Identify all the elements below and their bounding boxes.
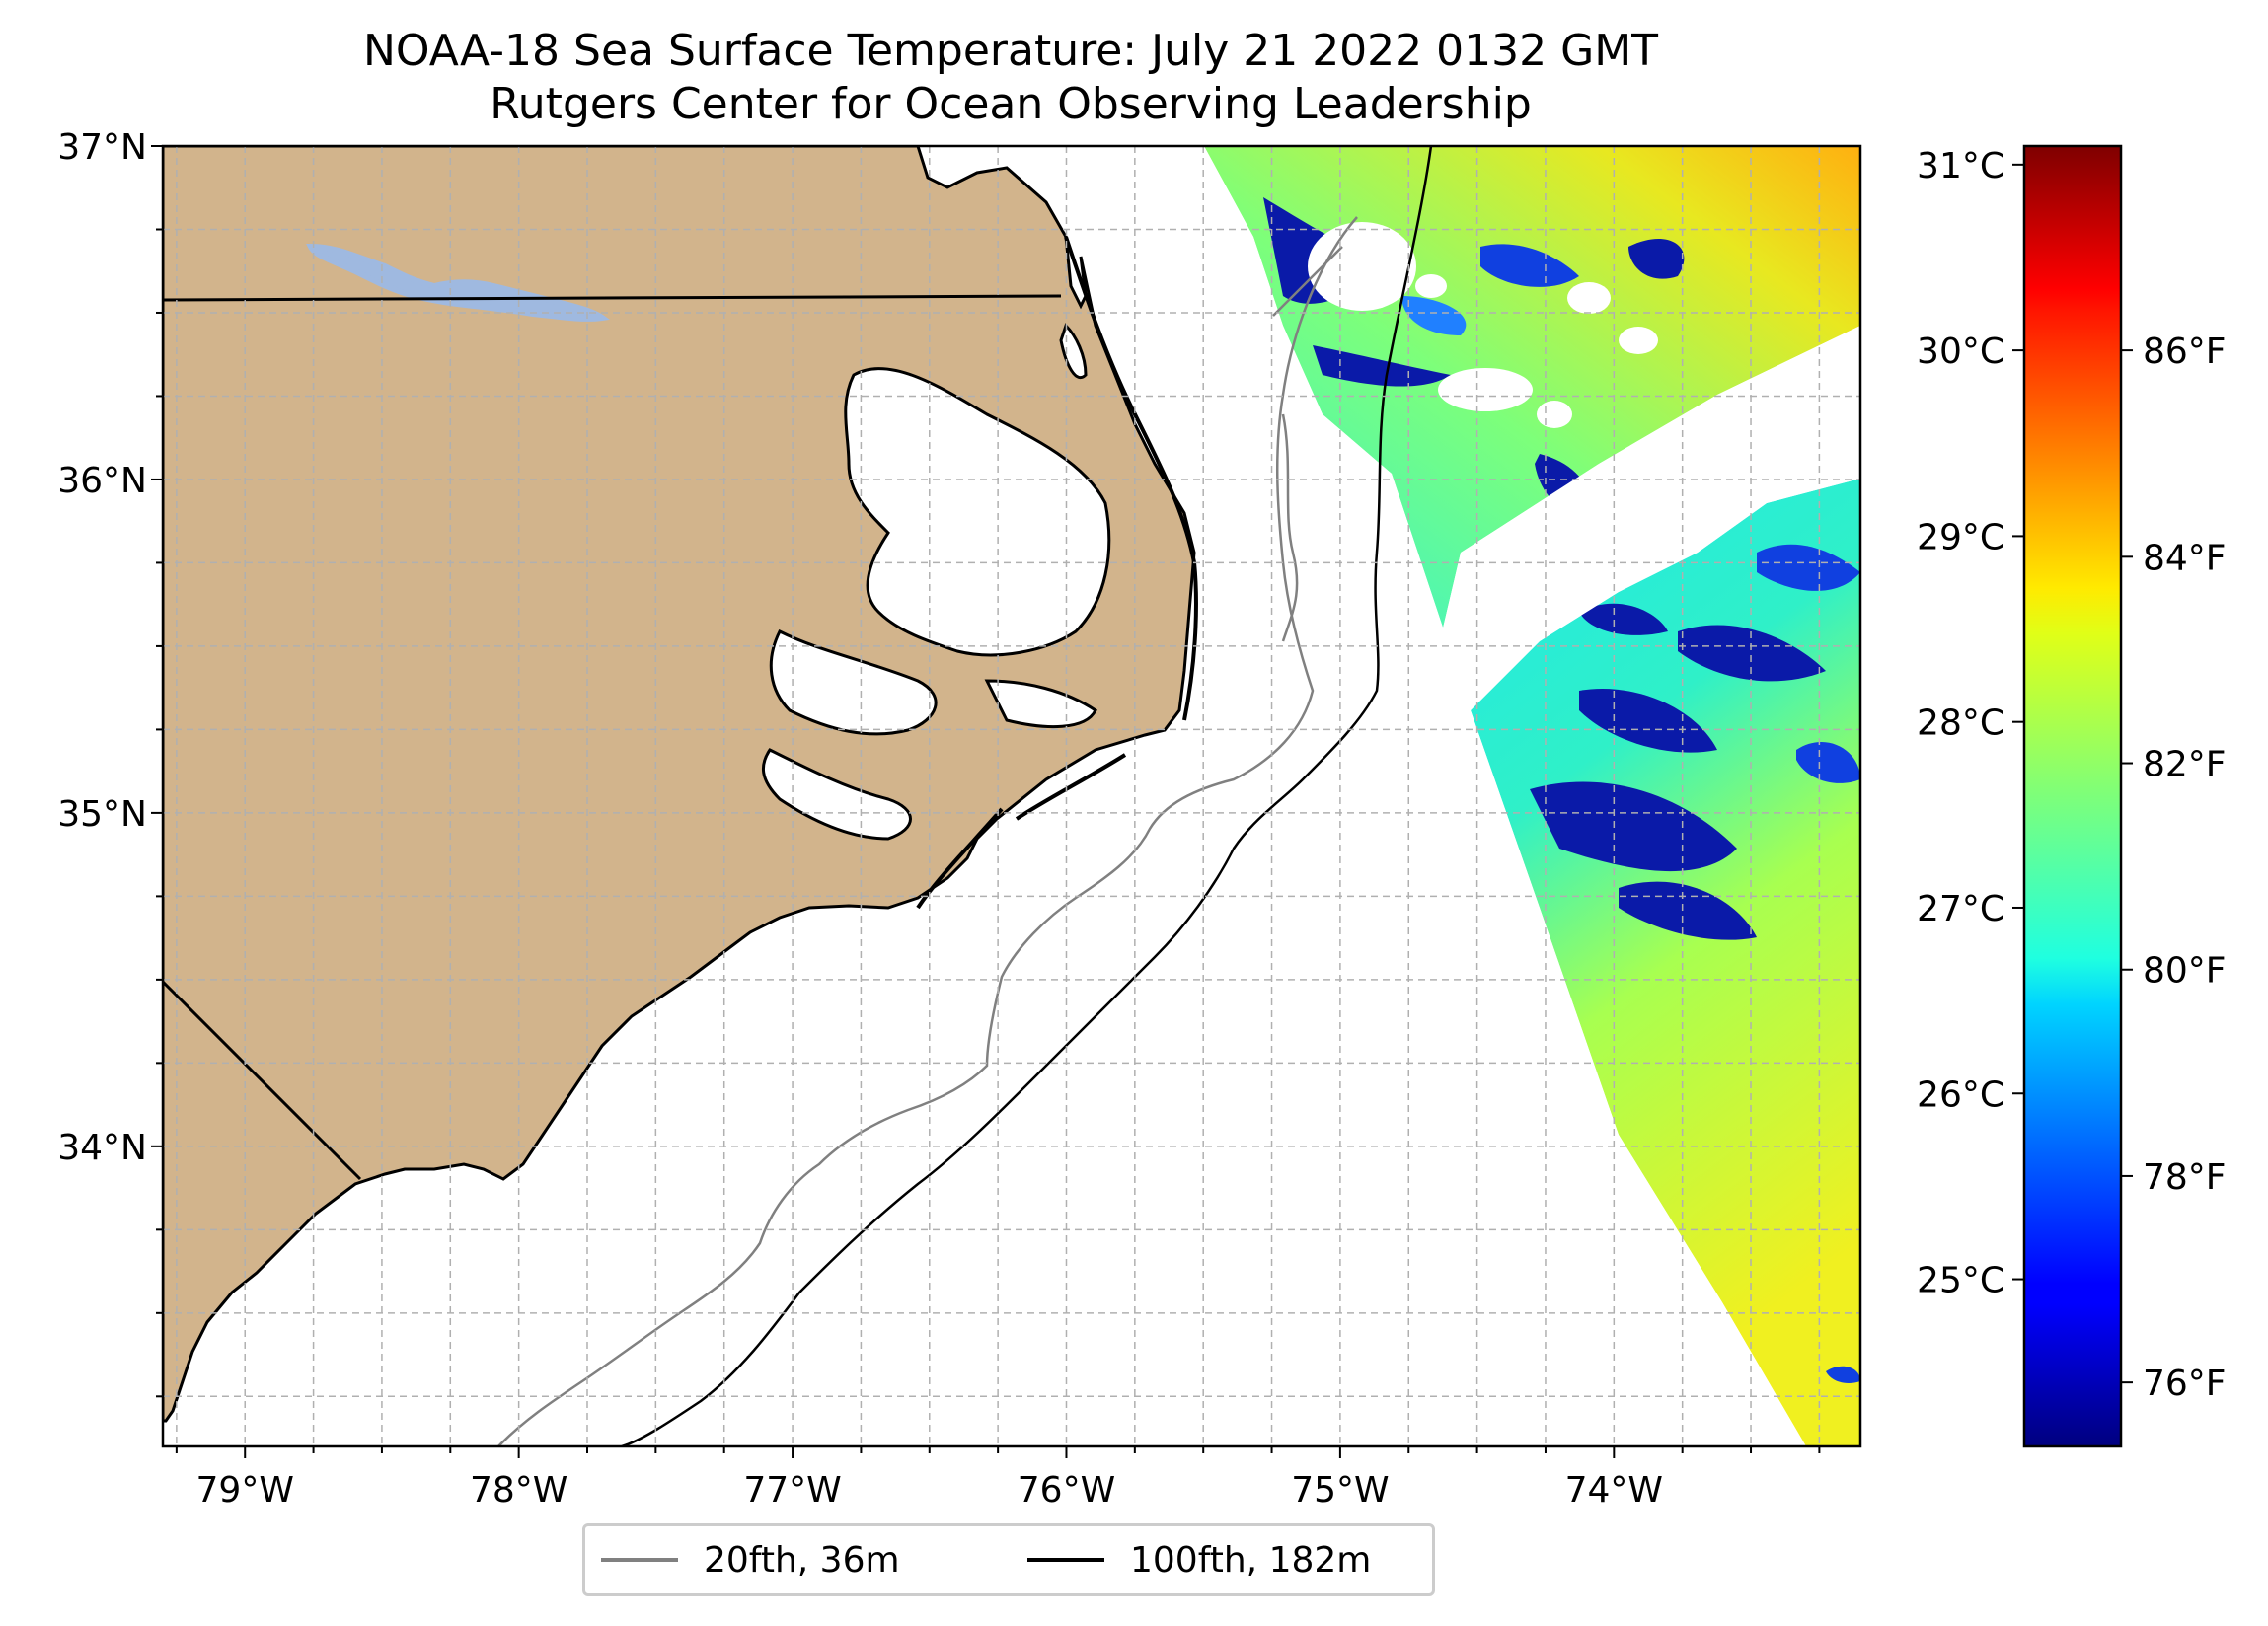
lon-tick-label: 79°W [196, 1470, 294, 1511]
cloud-gap [1392, 326, 1860, 710]
legend-label-100fth: 100fth, 182m [1130, 1539, 1372, 1581]
lon-tick-label: 77°W [743, 1470, 841, 1511]
lon-tick-label: 74°W [1565, 1470, 1663, 1511]
celsius-tick-label: 29°C [1917, 517, 2004, 557]
legend: 20fth, 36m 100fth, 182m [582, 1523, 1435, 1596]
colorbar [2022, 144, 2123, 1448]
celsius-tick-label: 31°C [1917, 146, 2004, 186]
legend-label-20fth: 20fth, 36m [704, 1539, 900, 1581]
sounds [761, 323, 1111, 841]
map-frame [161, 144, 1862, 1448]
celsius-tick-label: 25°C [1917, 1261, 2004, 1301]
celsius-tick-label: 28°C [1917, 703, 2004, 744]
celsius-tick-label: 27°C [1917, 889, 2004, 929]
lat-tick-label: 36°N [57, 461, 147, 501]
lat-tick-label: 34°N [57, 1128, 147, 1168]
celsius-tick-label: 26°C [1917, 1074, 2004, 1115]
outer-banks [916, 236, 1198, 910]
celsius-tick-label: 30°C [1917, 332, 2004, 372]
fahrenheit-tick-label: 86°F [2143, 332, 2227, 372]
lat-tick-label: 35°N [57, 794, 147, 835]
fahrenheit-tick-label: 80°F [2143, 951, 2227, 992]
kerr-lake [306, 243, 610, 322]
axis-ticks: 79°W 78°W 77°W 76°W 75°W 74°W 37°N 36°N 35°N 34°N [57, 127, 1821, 1511]
state-border-nc-sc [163, 980, 362, 1181]
chart-subtitle: Rutgers Center for Ocean Observing Leade… [490, 79, 1532, 129]
state-border-nc-va [163, 294, 1062, 302]
lon-tick-label: 75°W [1291, 1470, 1389, 1511]
legend-swatch-100fth [1027, 1558, 1104, 1562]
lon-tick-label: 76°W [1018, 1470, 1115, 1511]
fahrenheit-tick-label: 76°F [2143, 1364, 2227, 1404]
lon-tick-label: 78°W [470, 1470, 567, 1511]
fahrenheit-tick-label: 78°F [2143, 1157, 2227, 1198]
legend-item-20fth: 20fth, 36m [601, 1526, 900, 1593]
chart-title: NOAA-18 Sea Surface Temperature: July 21… [362, 26, 1659, 76]
colorbar-ticks: 31°C 30°C 29°C 28°C 27°C 26°C 25°C 86°F 84°F 82°F… [1917, 146, 2226, 1404]
lat-tick-label: 37°N [57, 127, 147, 168]
legend-item-100fth: 100fth, 182m [1027, 1526, 1371, 1593]
legend-swatch-20fth [601, 1558, 678, 1562]
fahrenheit-tick-label: 82°F [2143, 745, 2227, 785]
isobath-100fth [621, 146, 1433, 1446]
sst-swath-south [1471, 479, 1860, 1446]
fahrenheit-tick-label: 84°F [2143, 538, 2227, 578]
isobath-20fth [497, 216, 1358, 1446]
